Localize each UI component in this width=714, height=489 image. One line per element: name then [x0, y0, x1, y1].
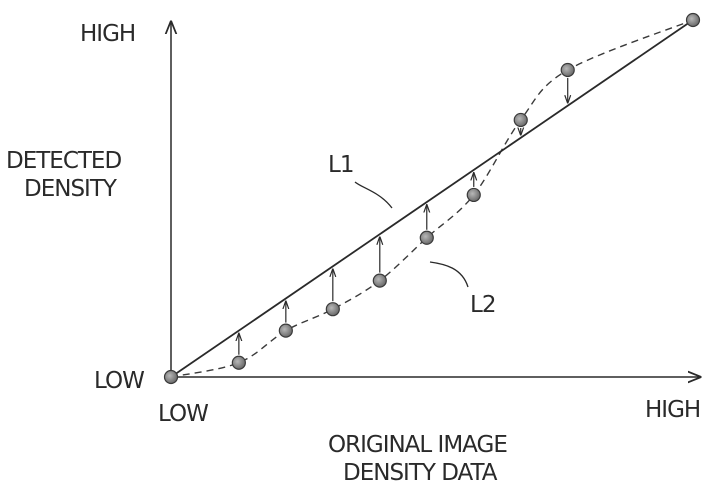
- series-l2-point: [467, 188, 480, 201]
- series-l2-point: [326, 303, 339, 316]
- series-l1-leader: [355, 182, 392, 208]
- x-axis-low-label: LOW: [158, 401, 208, 427]
- series-l2-label: L2: [470, 292, 495, 318]
- y-axis-title-line1: DETECTED: [6, 148, 121, 174]
- y-axis-title-line2: DENSITY: [24, 176, 118, 202]
- series-l2-point: [232, 356, 245, 369]
- series-l2-point: [373, 274, 386, 287]
- series-l2-point: [514, 113, 527, 126]
- series-l2-point: [279, 324, 292, 337]
- y-axis-low-label: LOW: [94, 368, 144, 394]
- series-l1-line: [171, 20, 693, 377]
- y-axis-high-label: HIGH: [80, 21, 135, 47]
- x-axis-title-line2: DENSITY DATA: [343, 460, 498, 486]
- series-l2-point: [420, 231, 433, 244]
- x-axis-high-label: HIGH: [645, 397, 700, 423]
- series-l2-point: [165, 371, 178, 384]
- series-l2-point: [561, 63, 574, 76]
- series-l2-point: [687, 14, 700, 27]
- x-axis-title-line1: ORIGINAL IMAGE: [328, 432, 507, 458]
- series-l2-leader: [430, 262, 468, 287]
- series-l1-label: L1: [328, 152, 353, 178]
